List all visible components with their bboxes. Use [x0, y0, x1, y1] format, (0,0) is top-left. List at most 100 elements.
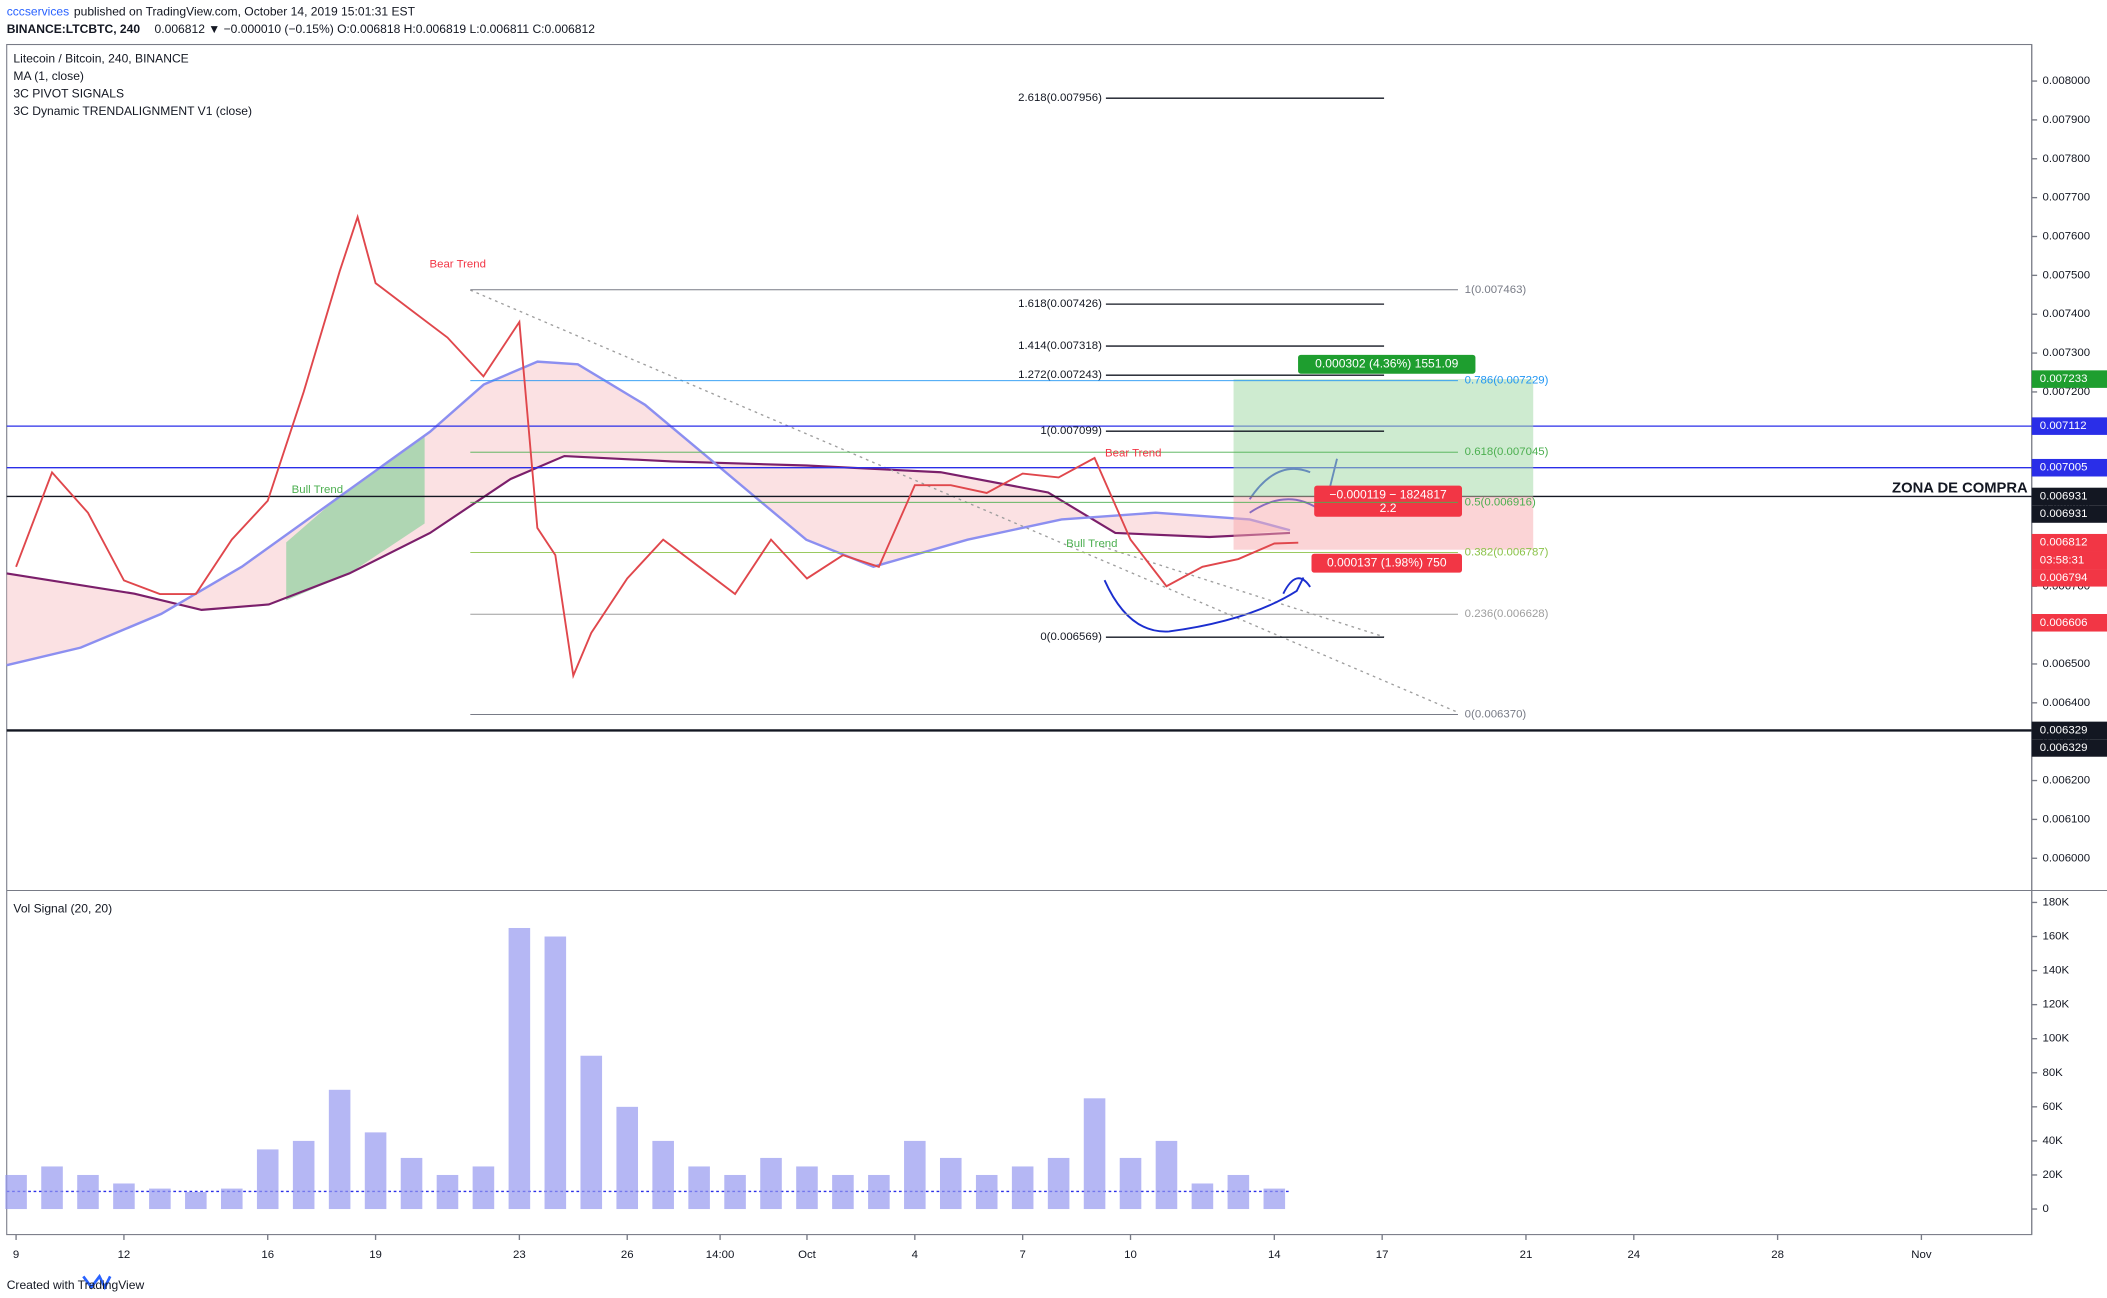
- price-marker-label: 0.006931: [2040, 508, 2088, 520]
- x-tick-label: 17: [1376, 1249, 1389, 1261]
- position-label: 0.000302 (4.36%) 1551.09: [1315, 356, 1458, 370]
- volume-bar: [1119, 1157, 1142, 1210]
- y-tick-label: 120K: [2043, 999, 2070, 1011]
- zone-label: ZONA DE COMPRA: [1892, 480, 2028, 496]
- trend-line: [1101, 545, 1385, 638]
- y-tick-label: 0.007900: [2043, 114, 2091, 126]
- price-marker-label: 0.007005: [2040, 462, 2088, 474]
- ticker: BINANCE:LTCBTC, 240: [7, 22, 141, 36]
- x-tick-label: 24: [1627, 1249, 1640, 1261]
- y-tick-label: 0.007300: [2043, 347, 2091, 359]
- price-marker-label: 0.006329: [2040, 724, 2088, 736]
- y-tick-label: 0.007500: [2043, 269, 2091, 281]
- x-tick-label: Nov: [1911, 1249, 1932, 1261]
- price-marker: [2031, 721, 2107, 740]
- y-tick-label: 0.006100: [2043, 813, 2091, 825]
- volume-bar: [1227, 1174, 1250, 1210]
- y-tick-label: 100K: [2043, 1033, 2070, 1045]
- price-marker: [2031, 505, 2107, 523]
- volume-bar: [5, 1174, 27, 1210]
- moving-average: [6, 360, 1291, 667]
- fib-label: 0.236(0.006628): [1465, 608, 1549, 620]
- position-label: 0.000137 (1.98%) 750: [1327, 555, 1447, 569]
- trend-cloud: [6, 361, 1290, 666]
- volume-bar: [1263, 1188, 1286, 1210]
- y-tick-label: 20K: [2043, 1169, 2064, 1181]
- volume-bar: [975, 1174, 998, 1210]
- y-tick-label: 0.007400: [2043, 308, 2091, 320]
- volume-bar: [364, 1132, 387, 1210]
- quote: 0.006812 ▼ −0.000010 (−0.15%) O:0.006818…: [155, 22, 596, 36]
- x-tick-label: 16: [261, 1249, 274, 1261]
- position-label-box: [1311, 553, 1462, 573]
- y-tick-label: 0.006500: [2043, 658, 2091, 670]
- fib-label: 0(0.006569): [1040, 631, 1102, 643]
- price-marker: [2031, 569, 2107, 587]
- volume-bar: [1155, 1140, 1178, 1210]
- x-tick-label: 19: [369, 1249, 382, 1261]
- moving-average: [6, 454, 1291, 611]
- trend-cloud-bull: [286, 434, 425, 601]
- y-tick-label: 140K: [2043, 965, 2070, 977]
- volume-bar: [652, 1140, 674, 1210]
- fib-label: 0(0.006370): [1465, 708, 1527, 720]
- y-tick-label: 0.008000: [2043, 75, 2091, 87]
- y-tick-label: 160K: [2043, 931, 2070, 943]
- fib-label: 0.786(0.007229): [1465, 375, 1549, 387]
- countdown-box: [2031, 551, 2107, 570]
- volume-bar: [1191, 1183, 1214, 1210]
- fib-label: 2.618(0.007956): [1018, 92, 1102, 104]
- trend-line: [470, 289, 1459, 714]
- volume-title: Vol Signal (20, 20): [13, 902, 112, 916]
- indicator-label: 3C PIVOT SIGNALS: [13, 87, 124, 101]
- trend-label: Bull Trend: [1066, 538, 1117, 550]
- y-tick-label: 0.007700: [2043, 192, 2091, 204]
- price-marker: [2031, 458, 2107, 477]
- fib-label: 0.5(0.006916): [1465, 496, 1536, 508]
- volume-bar: [904, 1140, 926, 1210]
- volume-bar: [113, 1183, 135, 1210]
- volume-bar: [77, 1174, 99, 1210]
- fib-label: 1(0.007099): [1040, 425, 1102, 437]
- price-marker-label: 0.007112: [2040, 420, 2087, 432]
- indicator-label: 3C Dynamic TRENDALIGNMENT V1 (close): [13, 104, 252, 118]
- countdown: 03:58:31: [2040, 554, 2084, 566]
- y-tick-label: 0.006200: [2043, 775, 2091, 787]
- volume-bar: [472, 1166, 495, 1210]
- volume-bar: [1047, 1157, 1070, 1210]
- trend-label: Bull Trend: [292, 484, 343, 496]
- volume-bar: [149, 1188, 171, 1210]
- price-marker-label: 0.006606: [2040, 617, 2088, 629]
- volume-bar: [1011, 1166, 1034, 1210]
- volume-bar: [41, 1166, 63, 1210]
- position-label-box: [1298, 354, 1476, 374]
- x-tick-label: 10: [1124, 1249, 1137, 1261]
- y-tick-label: 0: [2043, 1203, 2049, 1215]
- x-tick-label: 14: [1268, 1249, 1281, 1261]
- volume-bar: [256, 1149, 279, 1210]
- footer: Created with TradingView: [7, 1278, 145, 1292]
- price-marker: [2031, 487, 2107, 506]
- volume-bar: [868, 1174, 890, 1210]
- volume-bar: [760, 1157, 782, 1210]
- x-tick-label: 12: [118, 1249, 131, 1261]
- fib-label: 0.382(0.006787): [1465, 546, 1549, 558]
- price-marker: [2031, 739, 2107, 757]
- volume-bar: [400, 1157, 423, 1210]
- position-profit: [1233, 379, 1534, 497]
- fib-label: 0.618(0.007045): [1465, 446, 1549, 458]
- position-label: 2.2: [1380, 501, 1397, 515]
- price-marker-label: 0.007233: [2040, 373, 2088, 385]
- x-tick-label: 21: [1520, 1249, 1533, 1261]
- volume-bar: [220, 1188, 243, 1210]
- fib-label: 1.414(0.007318): [1018, 340, 1102, 352]
- x-tick-label: 14:00: [706, 1249, 735, 1261]
- volume-bar: [1083, 1098, 1106, 1210]
- author[interactable]: cccservices: [7, 4, 69, 18]
- price-line: [15, 213, 1299, 680]
- price-marker: [2031, 417, 2107, 435]
- volume-bar: [724, 1174, 746, 1210]
- volume-bar: [328, 1089, 351, 1210]
- volume-bar: [616, 1106, 639, 1210]
